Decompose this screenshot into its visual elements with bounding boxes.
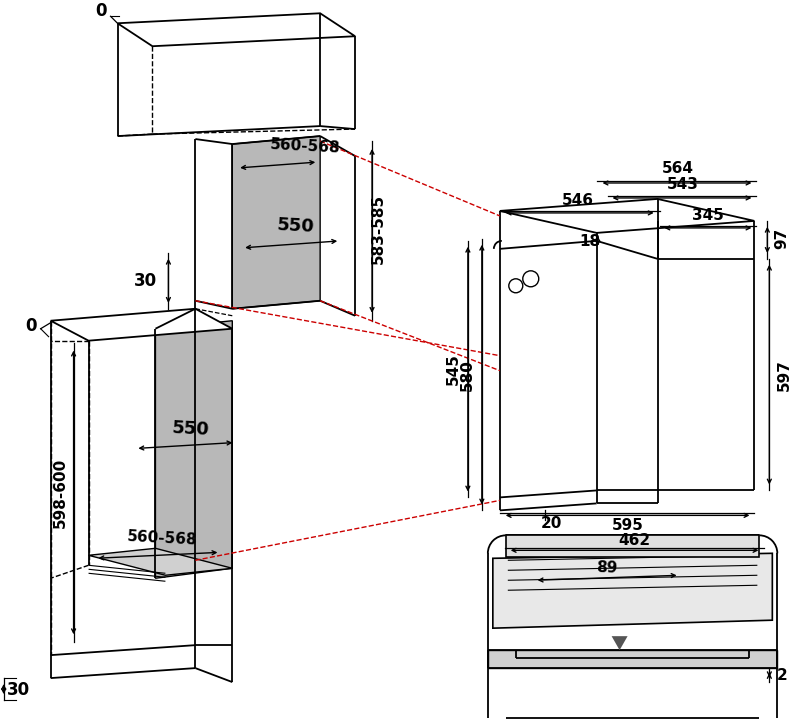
Text: 30: 30 [7, 681, 30, 699]
Polygon shape [493, 553, 772, 628]
Polygon shape [50, 309, 232, 340]
Polygon shape [488, 650, 778, 668]
Text: 20: 20 [541, 516, 562, 531]
Text: 564: 564 [662, 161, 694, 176]
Polygon shape [232, 136, 320, 309]
Text: 598-600: 598-600 [53, 457, 68, 528]
Text: 545: 545 [446, 353, 461, 385]
Polygon shape [500, 199, 754, 233]
Text: 560-568: 560-568 [127, 529, 198, 547]
Text: 2: 2 [777, 668, 788, 682]
Text: 0: 0 [94, 2, 106, 20]
Polygon shape [118, 13, 355, 46]
Text: 462: 462 [618, 533, 650, 548]
Text: 30: 30 [134, 272, 157, 290]
Text: 595: 595 [612, 518, 643, 533]
Text: 97: 97 [774, 228, 789, 250]
Polygon shape [155, 321, 232, 579]
Text: 0: 0 [25, 317, 37, 335]
Text: 89: 89 [596, 560, 618, 576]
Text: 543: 543 [666, 177, 698, 192]
Text: 597: 597 [777, 359, 792, 391]
Polygon shape [612, 636, 627, 650]
Text: 560-568: 560-568 [270, 136, 341, 155]
Text: 583-585: 583-585 [370, 194, 386, 264]
Text: 580: 580 [459, 359, 474, 391]
Text: 18: 18 [579, 234, 600, 249]
Polygon shape [506, 535, 759, 558]
Polygon shape [89, 548, 232, 575]
Text: 550: 550 [171, 419, 210, 439]
Text: 550: 550 [276, 216, 314, 236]
Text: 546: 546 [562, 193, 594, 208]
Text: 345: 345 [691, 208, 723, 224]
